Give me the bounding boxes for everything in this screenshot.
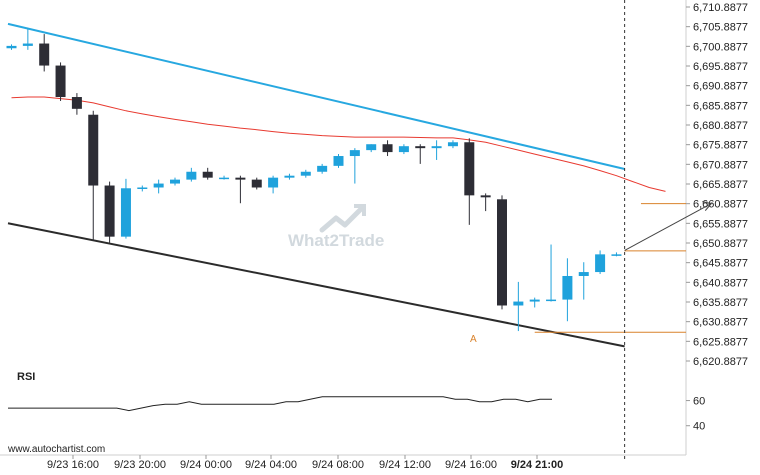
price-tick-label: 6,710.8877 xyxy=(693,2,748,14)
rsi-label: RSI xyxy=(17,371,35,383)
candle-body xyxy=(497,199,507,306)
time-tick-label: 9/24 04:00 xyxy=(245,459,297,471)
rsi-level-label: 40 xyxy=(693,421,705,433)
candle-body xyxy=(382,144,393,153)
time-tick-label: 9/23 16:00 xyxy=(47,459,99,471)
chart-frame xyxy=(0,0,687,456)
price-tick-label: 6,655.8877 xyxy=(693,218,748,230)
candle-body xyxy=(137,187,148,189)
price-tick-label: 6,700.8877 xyxy=(693,41,748,53)
candle-body xyxy=(464,142,475,196)
candle-body xyxy=(333,156,344,166)
site-credit: www.autochartist.com xyxy=(7,444,105,455)
price-tick-label: 6,660.8877 xyxy=(693,199,748,211)
candle-body xyxy=(202,171,213,178)
time-axis: 9/23 16:00 9/23 20:00 9/24 00:00 9/24 04:00… xyxy=(47,455,563,471)
candle-body xyxy=(317,165,328,172)
candle-body xyxy=(235,177,246,180)
price-tick-label: 6,695.8877 xyxy=(693,61,748,73)
candle-body xyxy=(366,144,377,151)
time-tick-label: 9/23 20:00 xyxy=(114,459,166,471)
rsi-level-label: 60 xyxy=(693,396,705,408)
watermark-text: What2Trade xyxy=(288,231,384,250)
time-tick-label: 9/24 12:00 xyxy=(379,459,431,471)
candle-body xyxy=(513,301,524,306)
forecast-arrow xyxy=(624,201,713,251)
candle-body xyxy=(480,195,491,198)
candle-body xyxy=(562,275,573,300)
candle-body xyxy=(120,188,131,237)
watermark-arrowhead-icon xyxy=(354,204,366,216)
candle-body xyxy=(415,146,426,149)
price-axis: 6,710.8877 6,705.8877 6,700.8877 6,695.8877… xyxy=(686,2,748,368)
candle-body xyxy=(186,171,197,180)
price-tick-label: 6,705.8877 xyxy=(693,22,748,34)
forecast-arrow-line xyxy=(624,203,712,251)
time-tick-label: 9/24 16:00 xyxy=(445,459,497,471)
price-tick-label: 6,640.8877 xyxy=(693,277,748,289)
candle-body xyxy=(611,254,622,256)
candle-body xyxy=(398,146,409,153)
price-tick-label: 6,675.8877 xyxy=(693,140,748,152)
candle-body xyxy=(251,179,262,188)
price-tick-label: 6,680.8877 xyxy=(693,120,748,132)
candle-body xyxy=(546,299,557,302)
candle-body xyxy=(88,114,99,186)
candle-body xyxy=(153,183,164,188)
level-lines xyxy=(534,203,686,333)
price-tick-label: 6,645.8877 xyxy=(693,258,748,270)
rsi-line xyxy=(8,396,552,412)
candle-body xyxy=(300,171,311,176)
time-tick-label: 9/24 08:00 xyxy=(312,459,364,471)
candle-body xyxy=(431,146,442,149)
candle-body xyxy=(6,45,17,49)
candle-body xyxy=(284,175,295,178)
candle-body xyxy=(268,177,279,188)
candle-body xyxy=(170,179,180,184)
candle-body xyxy=(578,272,589,276)
candlesticks xyxy=(6,28,622,332)
candle-body xyxy=(595,254,606,273)
rsi-panel: 60 40 xyxy=(8,396,705,433)
candle-body xyxy=(219,177,230,180)
pattern-point-label: A xyxy=(470,334,477,345)
candle-body xyxy=(447,142,458,147)
watermark-logo-icon xyxy=(319,204,366,233)
forecast-arrowhead-icon xyxy=(702,201,713,211)
moving-average-path xyxy=(11,96,666,192)
channel-upper-line xyxy=(7,22,625,170)
channel-lines xyxy=(7,22,625,348)
time-tick-label: 9/24 21:00 xyxy=(511,459,564,471)
price-tick-label: 6,625.8877 xyxy=(693,336,748,348)
candle-body xyxy=(349,150,360,157)
price-tick-label: 6,665.8877 xyxy=(693,179,748,191)
candle-body xyxy=(22,43,33,46)
price-tick-label: 6,690.8877 xyxy=(693,81,748,93)
watermark-trend-icon xyxy=(319,205,365,233)
time-tick-label: 9/24 00:00 xyxy=(180,459,232,471)
moving-average-line xyxy=(11,96,666,192)
candle-body xyxy=(55,65,66,98)
price-tick-label: 6,650.8877 xyxy=(693,238,748,250)
price-tick-label: 6,685.8877 xyxy=(693,100,748,112)
price-tick-label: 6,670.8877 xyxy=(693,159,748,171)
channel-lower-line xyxy=(7,222,625,348)
price-tick-label: 6,620.8877 xyxy=(693,356,748,368)
price-tick-label: 6,630.8877 xyxy=(693,317,748,329)
candle-body xyxy=(71,97,82,109)
price-tick-label: 6,635.8877 xyxy=(693,297,748,309)
candle-body xyxy=(39,43,50,66)
candle-body xyxy=(529,299,540,302)
candle-body xyxy=(104,185,115,237)
